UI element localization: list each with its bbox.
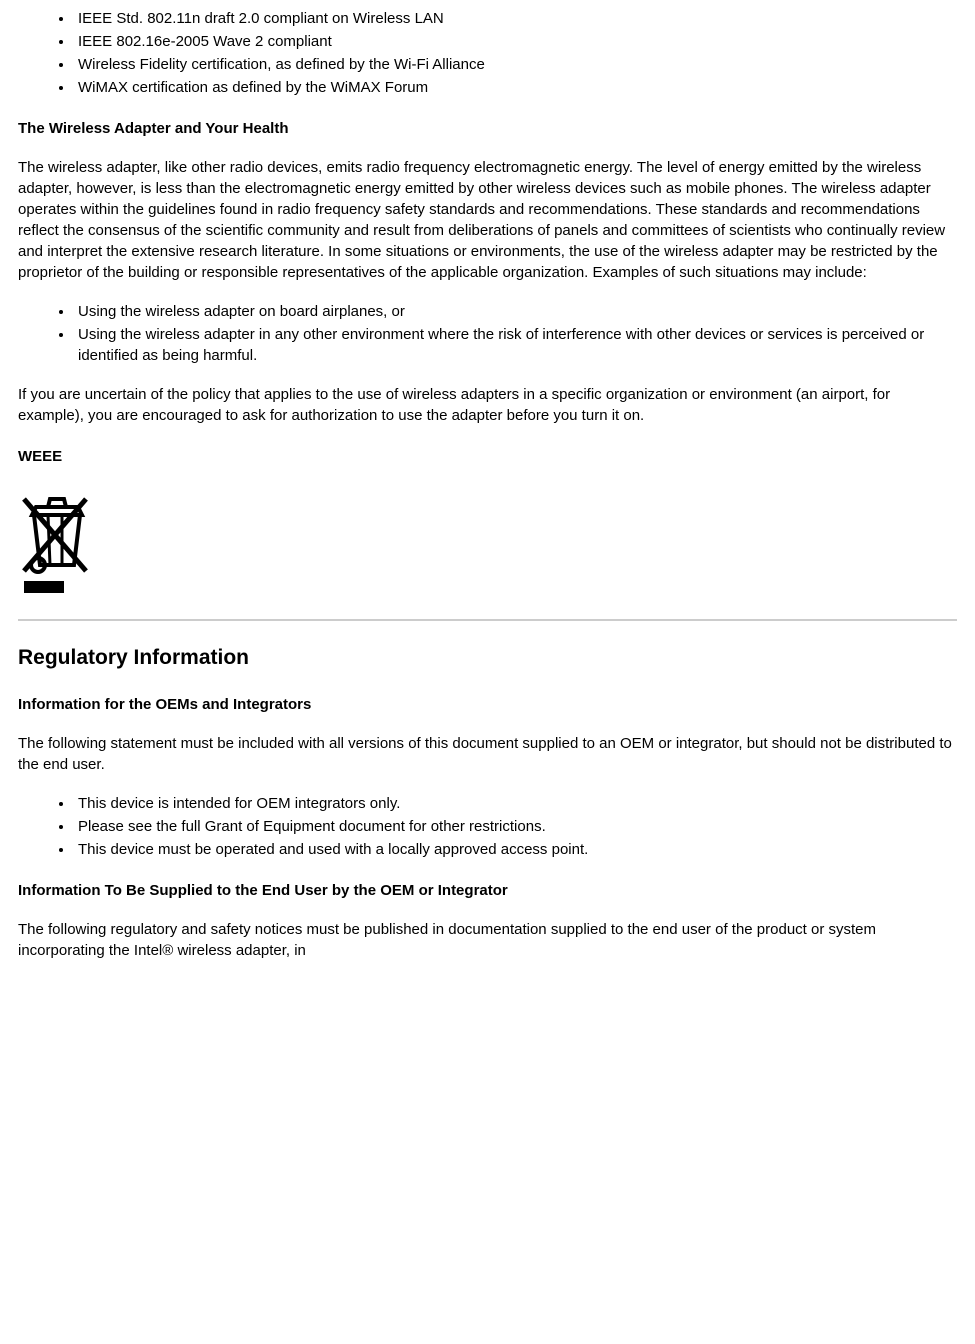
list-item: WiMAX certification as defined by the Wi… [74, 77, 957, 98]
weee-heading: WEEE [18, 446, 957, 467]
health-paragraph-1: The wireless adapter, like other radio d… [18, 157, 957, 283]
health-heading: The Wireless Adapter and Your Health [18, 118, 957, 139]
section-divider [18, 619, 957, 621]
regulatory-heading: Regulatory Information [18, 643, 957, 672]
list-item: This device must be operated and used wi… [74, 839, 957, 860]
oem-heading: Information for the OEMs and Integrators [18, 694, 957, 715]
oem-paragraph: The following statement must be included… [18, 733, 957, 775]
weee-bin-icon [18, 485, 96, 595]
enduser-heading: Information To Be Supplied to the End Us… [18, 880, 957, 901]
compliance-list: IEEE Std. 802.11n draft 2.0 compliant on… [18, 8, 957, 98]
list-item: IEEE 802.16e-2005 Wave 2 compliant [74, 31, 957, 52]
list-item: Please see the full Grant of Equipment d… [74, 816, 957, 837]
list-item: Using the wireless adapter on board airp… [74, 301, 957, 322]
oem-list: This device is intended for OEM integrat… [18, 793, 957, 860]
list-item: Wireless Fidelity certification, as defi… [74, 54, 957, 75]
list-item: IEEE Std. 802.11n draft 2.0 compliant on… [74, 8, 957, 29]
list-item: Using the wireless adapter in any other … [74, 324, 957, 366]
enduser-paragraph: The following regulatory and safety noti… [18, 919, 957, 961]
list-item: This device is intended for OEM integrat… [74, 793, 957, 814]
health-situations-list: Using the wireless adapter on board airp… [18, 301, 957, 366]
health-paragraph-2: If you are uncertain of the policy that … [18, 384, 957, 426]
